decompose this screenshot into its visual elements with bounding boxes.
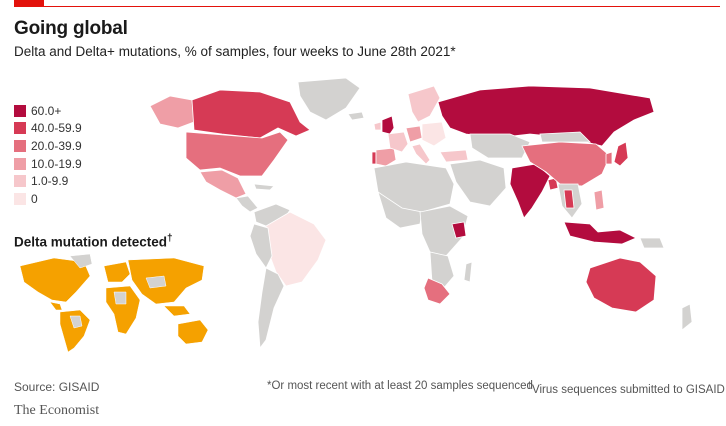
- country-kazakhstan: [469, 133, 531, 159]
- country-france: [387, 131, 409, 153]
- inset-australia: [177, 319, 209, 345]
- legend-label: 0: [31, 191, 38, 206]
- legend-label: 1.0-9.9: [31, 174, 69, 189]
- country-spain: [375, 147, 397, 167]
- country-indonesia: [563, 221, 637, 245]
- legend-label: 40.0-59.9: [31, 121, 82, 136]
- inset-africa: [105, 285, 141, 335]
- inset-asia: [127, 257, 205, 305]
- country-mongolia: [539, 131, 591, 143]
- caribbean: [253, 183, 275, 191]
- legend-swatch: [14, 139, 26, 152]
- legend-swatch: [14, 175, 26, 188]
- country-eastern-europe: [421, 121, 447, 147]
- inset-map: [19, 253, 209, 353]
- country-turkey: [439, 149, 469, 163]
- country-uk: [381, 115, 395, 135]
- legend-label: 60.0+: [31, 103, 62, 118]
- country-west-africa: [377, 191, 423, 229]
- country-new-zealand: [681, 303, 693, 331]
- chart-title: Going global: [14, 18, 128, 39]
- legend-label: 20.0-39.9: [31, 138, 82, 153]
- inset-se-asia: [163, 305, 191, 317]
- inset-africa-nodata: [113, 291, 127, 305]
- chart-subtitle: Delta and Delta+ mutations, % of samples…: [14, 44, 456, 59]
- country-south-africa: [423, 277, 451, 305]
- country-brazil: [265, 211, 327, 287]
- country-japan: [613, 141, 629, 167]
- country-philippines: [593, 189, 605, 211]
- country-alaska: [150, 95, 195, 129]
- country-canada: [191, 89, 311, 139]
- legend: 60.0+ 40.0-59.9 20.0-39.9 10.0-19.9 1.0-…: [14, 102, 82, 208]
- country-middle-east: [449, 159, 507, 207]
- inset-greenland: [69, 253, 93, 269]
- country-india: [509, 163, 551, 219]
- legend-item: 40.0-59.9: [14, 120, 82, 138]
- legend-item: 60.0+: [14, 102, 82, 120]
- legend-swatch: [14, 192, 26, 205]
- legend-item: 10.0-19.9: [14, 155, 82, 173]
- country-mexico: [199, 169, 247, 199]
- footnote-marker: †: [527, 380, 533, 390]
- country-central-africa: [419, 205, 469, 257]
- economist-logo: The Economist: [14, 403, 100, 418]
- footnote-samples: *Or most recent with at least 20 samples…: [267, 380, 533, 392]
- inset-asia-nodata: [145, 275, 167, 289]
- legend-label: 10.0-19.9: [31, 156, 82, 171]
- country-scandinavia: [407, 85, 441, 123]
- top-rule: [14, 6, 720, 7]
- inset-south-america-nodata: [69, 315, 83, 329]
- inset-south-america: [59, 309, 91, 353]
- world-map: [150, 77, 693, 350]
- legend-swatch: [14, 157, 26, 170]
- inset-title: Delta mutation detected†: [14, 233, 173, 250]
- legend-item: 0: [14, 190, 82, 208]
- country-kenya: [451, 221, 467, 239]
- central-america: [235, 195, 259, 213]
- legend-item: 20.0-39.9: [14, 137, 82, 155]
- country-australia: [585, 257, 657, 313]
- country-russia: [437, 85, 655, 147]
- legend-swatch: [14, 122, 26, 135]
- brand-red-tag: [14, 0, 44, 7]
- footnote-gisaid-text: Virus sequences submitted to GISAID: [532, 383, 725, 396]
- country-madagascar: [463, 261, 473, 283]
- country-png: [639, 237, 665, 249]
- inset-title-text: Delta mutation detected: [14, 234, 168, 250]
- country-southern-africa: [429, 251, 455, 291]
- country-italy: [411, 143, 431, 165]
- country-thailand: [563, 189, 575, 209]
- country-germany: [405, 125, 423, 143]
- inset-title-marker: †: [167, 233, 173, 244]
- legend-item: 1.0-9.9: [14, 172, 82, 190]
- country-iceland: [347, 111, 365, 121]
- country-greenland: [297, 77, 361, 121]
- source-note: Source: GISAID: [14, 380, 100, 394]
- country-ireland: [373, 121, 382, 131]
- country-korea: [605, 151, 613, 165]
- inset-north-america: [19, 257, 91, 303]
- inset-europe: [103, 261, 131, 283]
- inset-central-america: [49, 301, 63, 311]
- legend-swatch: [14, 104, 26, 117]
- footnote-gisaid: †Virus sequences submitted to GISAID: [527, 380, 725, 396]
- country-china: [521, 141, 611, 187]
- country-peru-bolivia: [249, 223, 273, 269]
- country-portugal: [371, 151, 377, 165]
- country-usa: [185, 131, 289, 177]
- country-argentina-chile: [257, 267, 285, 350]
